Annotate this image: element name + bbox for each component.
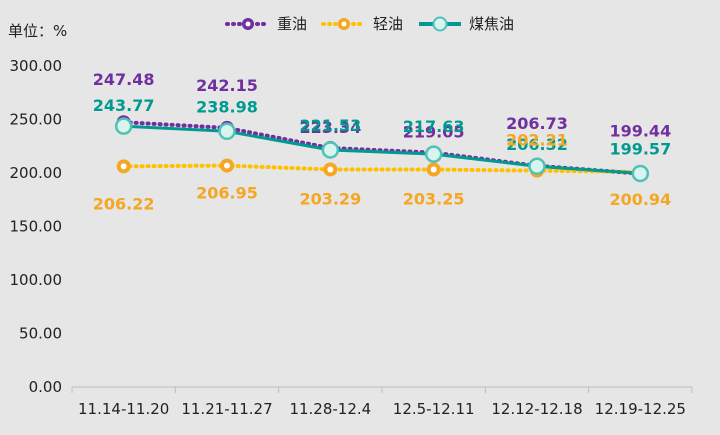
y-tick-label: 300.00 <box>10 57 63 75</box>
legend-item-coal-tar: 煤焦油 <box>417 13 514 34</box>
heavy-oil-data-label: 242.15 <box>196 76 258 95</box>
x-tick-label: 12.5-12.11 <box>393 400 475 418</box>
heavy-oil-data-label: 223.34 <box>299 118 361 137</box>
x-tick-label: 12.12-12.18 <box>491 400 582 418</box>
heavy-oil-data-label: 219.05 <box>403 123 465 142</box>
light-oil-data-label: 206.95 <box>196 184 258 203</box>
coal-tar-point <box>218 122 236 141</box>
heavy-oil-data-label: 206.73 <box>506 114 568 133</box>
series-line-coal-tar <box>123 124 641 175</box>
coal-tar-point <box>528 157 546 175</box>
coal-tar-point <box>321 141 340 159</box>
unit-label: 单位：% <box>8 22 68 40</box>
light-oil-point-core <box>430 166 437 173</box>
coal-tar-data-label: 217.63 <box>403 117 465 136</box>
legend-swatch-coal-tar <box>419 16 462 31</box>
y-tick-label: 150.00 <box>10 218 63 236</box>
legend-item-heavy-oil: 重油 <box>225 13 307 34</box>
light-oil-point-core <box>224 162 230 169</box>
legend-label-heavy-oil: 重油 <box>277 15 308 33</box>
light-oil-point-core <box>327 166 334 173</box>
series-line-light-oil <box>121 163 643 174</box>
light-oil-data-label: 202.21 <box>506 131 568 150</box>
coal-tar-data-label: 206.32 <box>506 135 568 154</box>
coal-tar-data-label: 199.57 <box>609 139 671 158</box>
legend-swatch-light-oil <box>321 17 368 30</box>
light-oil-data-label: 203.29 <box>299 189 361 208</box>
light-oil-point-core <box>120 163 127 170</box>
x-tick-label: 11.28-12.4 <box>289 400 371 418</box>
legend-label-coal-tar: 煤焦油 <box>469 15 515 33</box>
heavy-oil-data-label: 247.48 <box>93 70 155 89</box>
coal-tar-data-label: 221.53 <box>299 116 361 135</box>
x-tick-label: 11.14-11.20 <box>78 400 169 418</box>
y-tick-label: 50.00 <box>19 325 62 343</box>
legend-item-light-oil: 轻油 <box>321 13 403 34</box>
x-tick-label: 11.21-11.27 <box>181 400 272 418</box>
coal-tar-point <box>114 117 133 135</box>
y-tick-label: 200.00 <box>10 164 63 182</box>
coal-tar-data-label: 243.77 <box>93 96 155 115</box>
legend-label-light-oil: 轻油 <box>373 15 404 33</box>
light-oil-data-label: 200.94 <box>609 190 671 209</box>
y-tick-label: 250.00 <box>10 111 63 129</box>
legend: 重油 轻油 煤焦油 <box>225 13 514 34</box>
heavy-oil-data-label: 199.44 <box>609 122 671 141</box>
legend-swatch-heavy-oil <box>225 17 271 30</box>
coal-tar-point <box>631 164 650 183</box>
y-tick-label: 0.00 <box>29 378 62 396</box>
y-tick-label: 100.00 <box>10 271 63 289</box>
coal-tar-point <box>424 145 443 163</box>
light-oil-data-label: 206.22 <box>93 194 155 213</box>
light-oil-data-label: 203.25 <box>403 190 465 209</box>
x-tick-label: 12.19-12.25 <box>595 400 686 418</box>
coal-tar-data-label: 238.98 <box>196 97 258 116</box>
